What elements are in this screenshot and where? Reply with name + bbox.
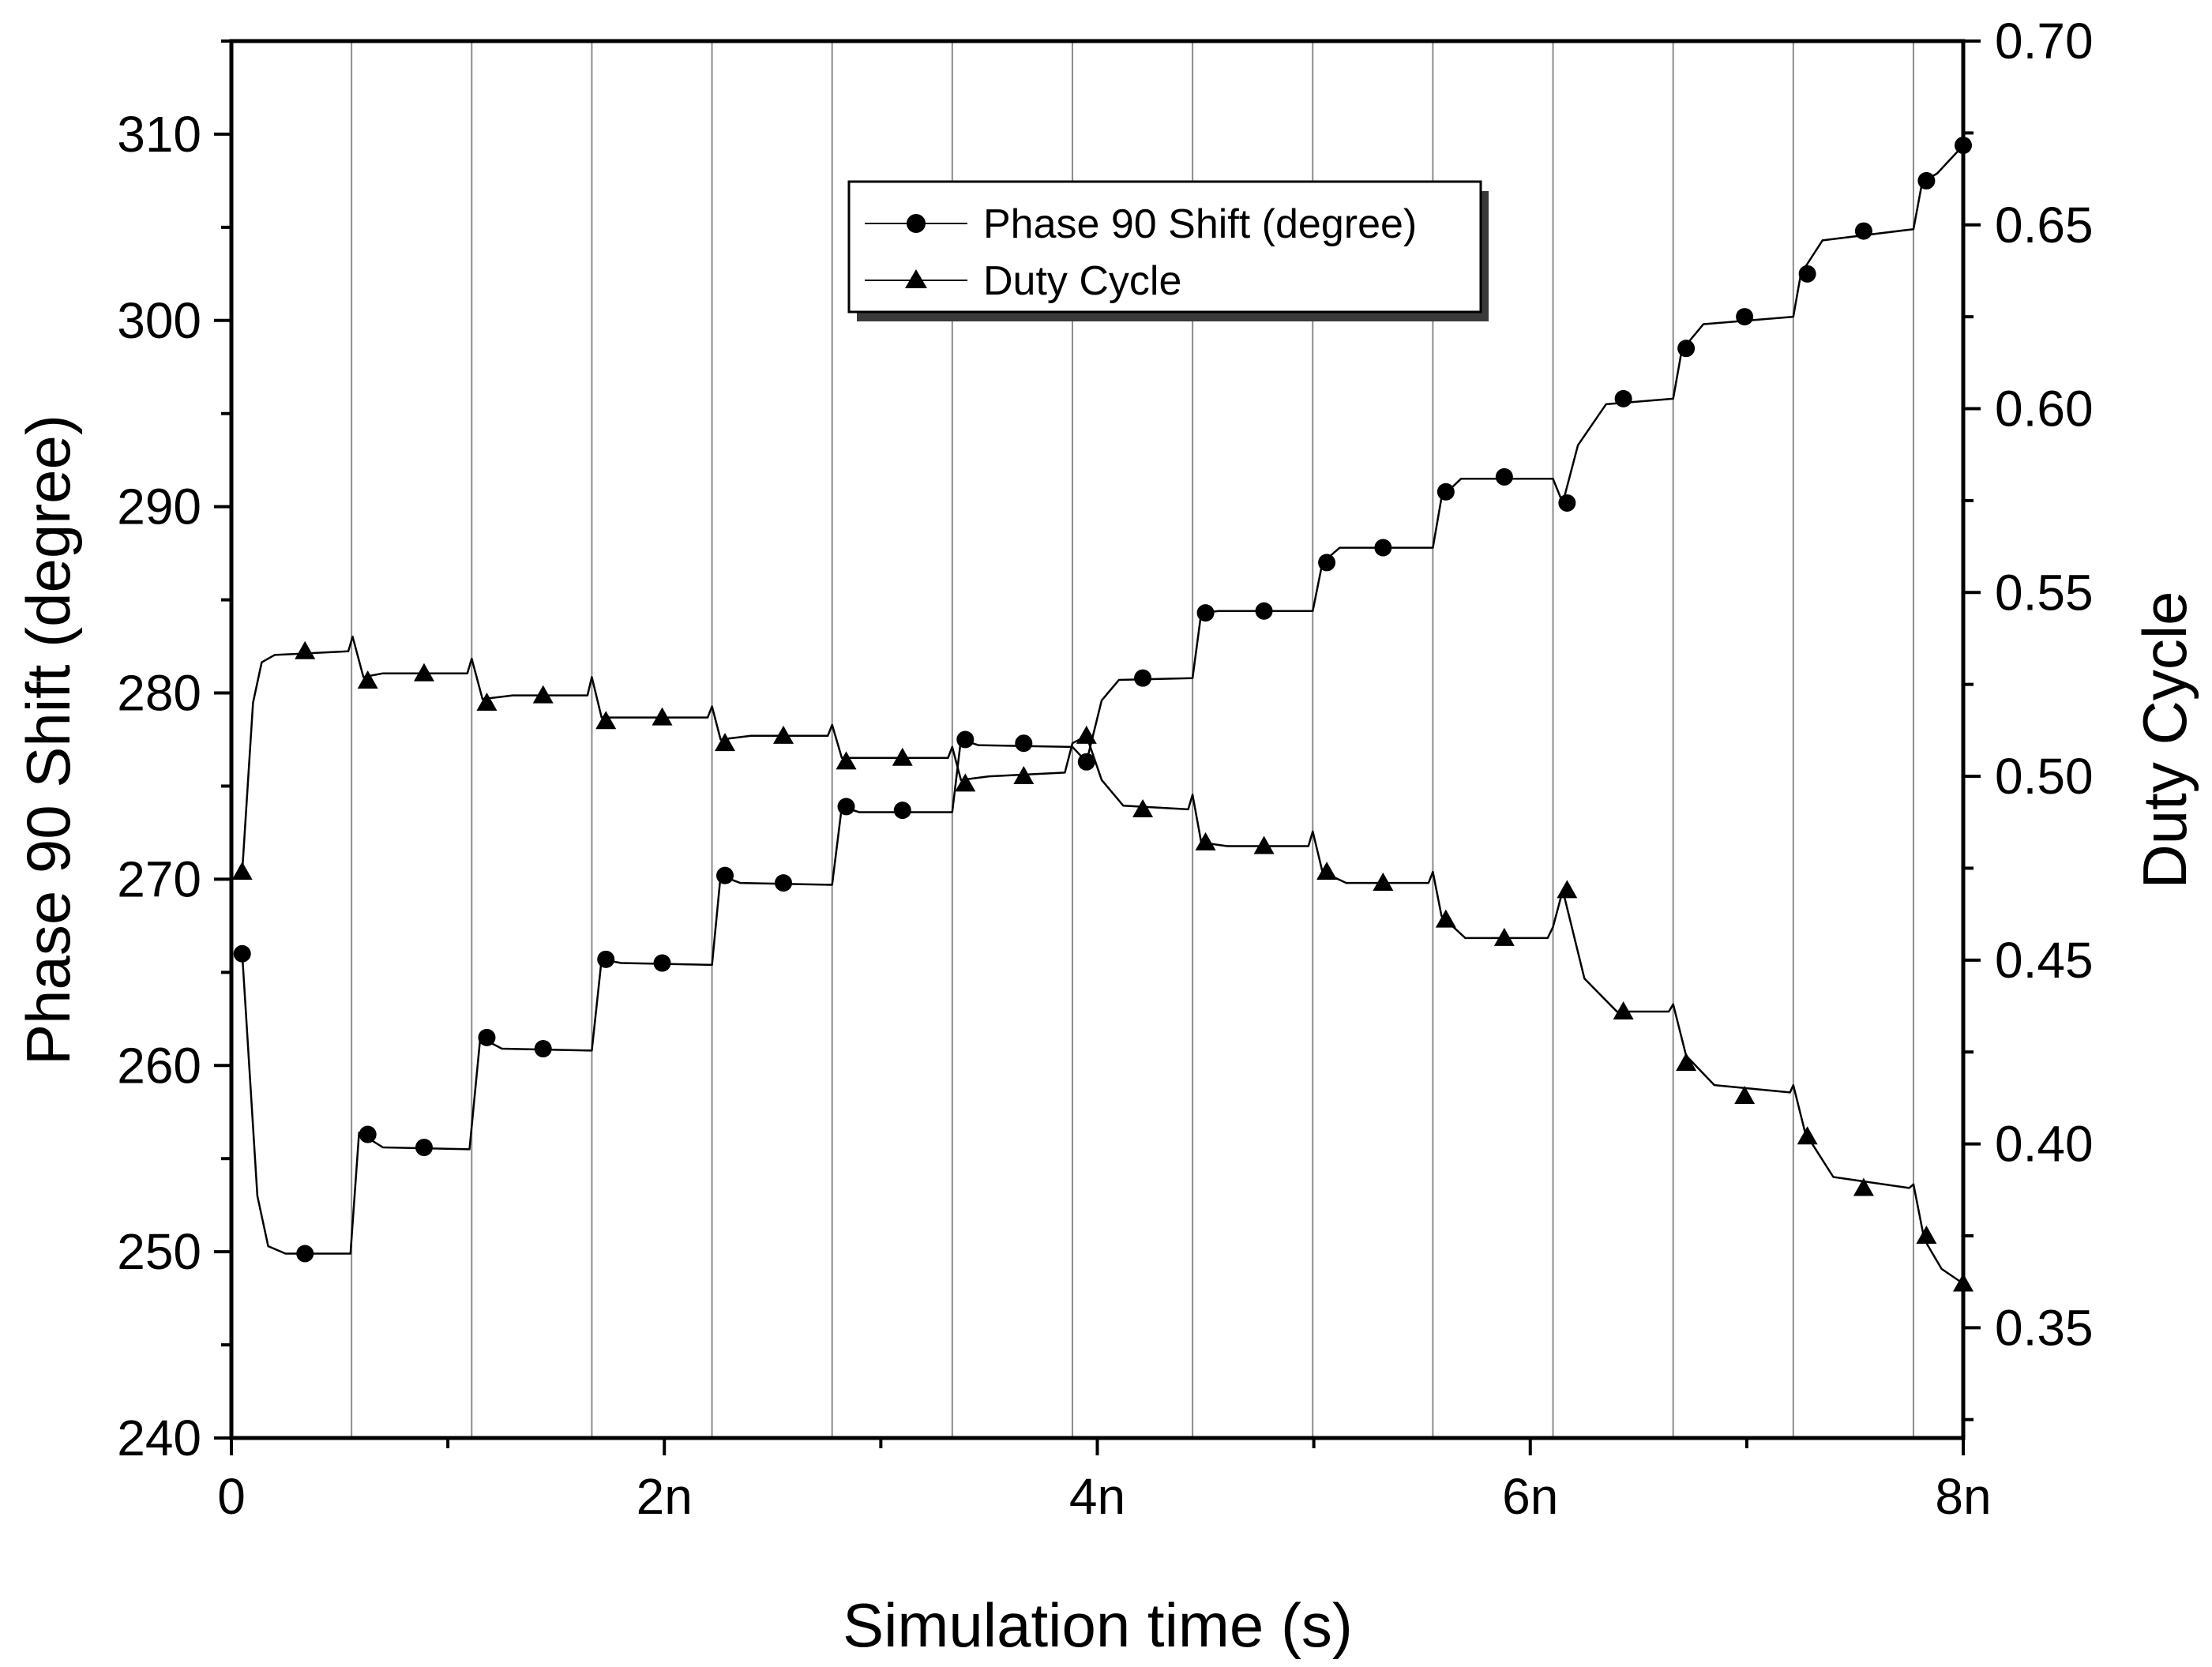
- duty-point-8: [715, 733, 736, 752]
- series-line-1: [241, 635, 1964, 1285]
- legend-phase-label: Phase 90 Shift (degree): [983, 201, 1417, 247]
- phase-point-16: [1196, 604, 1215, 622]
- phase-point-10: [837, 798, 855, 816]
- y-right-tick-label-1: 0.40: [1995, 1116, 2094, 1173]
- phase-point-15: [1134, 669, 1152, 687]
- y-right-tick-label-0: 0.35: [1995, 1299, 2094, 1356]
- x-tick-label-0: 0: [217, 1468, 246, 1525]
- phase-point-8: [716, 866, 734, 884]
- phase-point-20: [1436, 482, 1455, 501]
- duty-point-4: [476, 692, 498, 711]
- y-right-tick-label-3: 0.50: [1995, 748, 2094, 805]
- y-right-tick-label-4: 0.55: [1995, 564, 2094, 621]
- phase-point-18: [1318, 554, 1336, 572]
- duty-point-7: [652, 707, 673, 726]
- duty-point-18: [1316, 862, 1338, 880]
- y-left-tick-label-7: 310: [117, 106, 201, 163]
- duty-point-15: [1132, 798, 1154, 817]
- duty-point-2: [357, 670, 378, 689]
- legend-phase-marker: [907, 214, 926, 233]
- y-left-tick-label-0: 240: [117, 1410, 201, 1466]
- duty-point-25: [1734, 1086, 1756, 1105]
- duty-point-16: [1195, 832, 1216, 850]
- phase-point-28: [1917, 171, 1936, 190]
- phase-point-12: [956, 730, 975, 749]
- phase-point-27: [1854, 222, 1872, 240]
- y-left-tick-label-6: 300: [117, 292, 201, 349]
- x-tick-label-4: 8n: [1935, 1468, 1991, 1525]
- duty-point-9: [773, 725, 794, 744]
- y-left-tick-label-1: 250: [117, 1223, 201, 1280]
- duty-point-20: [1435, 909, 1456, 928]
- phase-point-23: [1614, 389, 1632, 407]
- phase-point-24: [1677, 340, 1696, 358]
- duty-point-19: [1373, 873, 1394, 892]
- phase-point-9: [775, 874, 793, 892]
- duty-point-6: [595, 711, 617, 730]
- phase-point-17: [1255, 602, 1273, 620]
- legend: Phase 90 Shift (degree) Duty Cycle: [847, 180, 1489, 321]
- legend-duty-label: Duty Cycle: [983, 258, 1181, 304]
- x-tick-label-1: 2n: [637, 1468, 693, 1525]
- right-y-axis-ticks: 0.35 0.40 0.45 0.50 0.55 0.60 0.65 0.70: [1963, 13, 2094, 1421]
- duty-point-10: [836, 751, 857, 770]
- phase-point-6: [597, 950, 615, 968]
- duty-point-3: [413, 663, 434, 681]
- duty-point-11: [892, 747, 913, 766]
- phase-point-14: [1077, 753, 1095, 771]
- phase-point-13: [1015, 734, 1033, 753]
- phase-point-21: [1495, 467, 1513, 486]
- duty-point-23: [1613, 1001, 1634, 1019]
- duty-point-28: [1916, 1225, 1937, 1244]
- duty-point-0: [231, 862, 253, 880]
- y-right-tick-label-2: 0.45: [1995, 932, 2094, 989]
- phase-point-5: [534, 1040, 552, 1058]
- phase-point-11: [893, 802, 911, 820]
- y-right-tick-label-6: 0.65: [1995, 197, 2094, 253]
- y-left-tick-label-4: 280: [117, 665, 201, 722]
- y-left-tick-label-2: 260: [117, 1037, 201, 1094]
- y-right-tick-label-5: 0.60: [1995, 381, 2094, 437]
- legend-duty-marker: [905, 269, 927, 288]
- right-y-axis-title: Duty Cycle: [2130, 591, 2199, 888]
- duty-point-27: [1853, 1177, 1874, 1196]
- phase-point-7: [653, 954, 671, 972]
- x-axis-ticks: 0 2n 4n 6n 8n: [217, 1438, 1992, 1525]
- y-left-tick-label-5: 290: [117, 479, 201, 535]
- phase-point-26: [1798, 265, 1816, 283]
- y-left-tick-label-3: 270: [117, 850, 201, 907]
- duty-point-13: [1013, 766, 1035, 785]
- phase-point-4: [478, 1028, 496, 1046]
- left-y-axis-ticks: 240 250 260 270 280 290 300 310: [117, 39, 231, 1466]
- phase-point-1: [296, 1245, 314, 1263]
- duty-point-21: [1493, 927, 1515, 946]
- x-tick-label-3: 6n: [1502, 1468, 1558, 1525]
- duty-point-22: [1557, 880, 1578, 899]
- duty-point-17: [1253, 835, 1275, 854]
- left-y-axis-title: Phase 90 Shift (degree): [13, 415, 83, 1065]
- duty-point-24: [1676, 1053, 1697, 1072]
- phase-point-0: [233, 944, 251, 963]
- phase-point-19: [1374, 539, 1392, 557]
- x-axis-title: Simulation time (s): [843, 1590, 1353, 1660]
- duty-point-26: [1797, 1126, 1818, 1145]
- phase-point-25: [1736, 308, 1754, 326]
- phase-point-2: [359, 1125, 377, 1143]
- y-right-tick-label-7: 0.70: [1995, 13, 2094, 69]
- duty-point-12: [955, 773, 976, 792]
- phase-point-3: [415, 1139, 433, 1157]
- duty-point-1: [295, 640, 316, 659]
- legend-box: [847, 180, 1482, 314]
- duty-point-5: [532, 685, 554, 704]
- duty-point-14: [1076, 725, 1097, 744]
- phase-point-22: [1558, 494, 1576, 512]
- series-markers: [231, 137, 1974, 1292]
- x-tick-label-2: 4n: [1069, 1468, 1125, 1525]
